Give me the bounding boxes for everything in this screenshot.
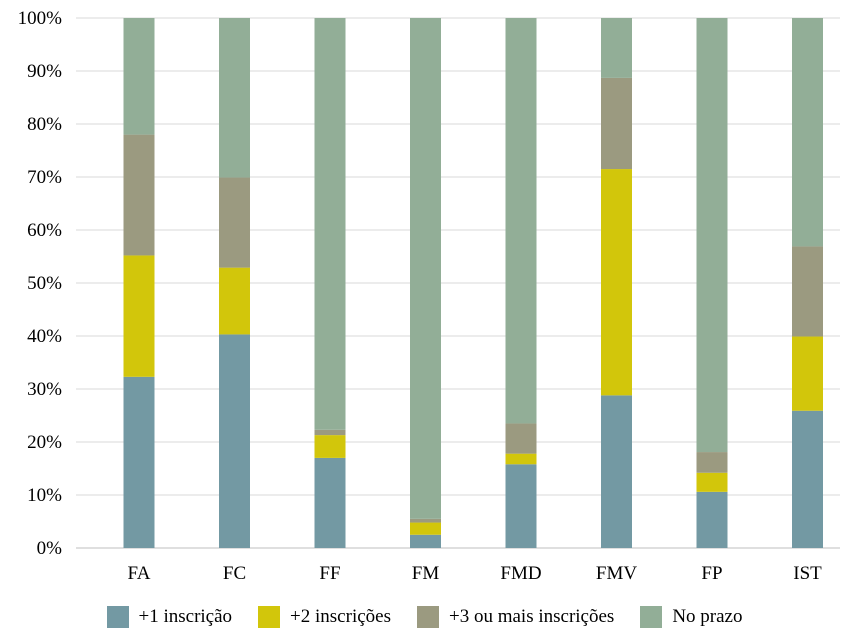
bar-segment-ist-s2 xyxy=(792,336,823,411)
bar-segment-fm-s2 xyxy=(410,522,441,535)
bar-segment-fmd-s4 xyxy=(505,18,537,424)
legend-item-2: +2 inscrições xyxy=(258,606,391,628)
y-tick-label: 0% xyxy=(37,538,63,559)
y-tick-label: 70% xyxy=(27,167,62,188)
bar-segment-ff-s1 xyxy=(314,457,346,548)
legend: +1 inscrição +2 inscrições +3 ou mais insc… xyxy=(0,604,849,630)
bar-segment-fc-s1 xyxy=(219,334,250,548)
bar-segment-fmd-s1 xyxy=(505,464,537,548)
bar-segment-fm-s3 xyxy=(410,518,441,523)
y-tick-label: 30% xyxy=(27,379,62,400)
bar-segment-fmd-s2 xyxy=(505,453,537,465)
y-tick-label: 40% xyxy=(27,326,62,347)
bar-segment-fp-s3 xyxy=(696,452,728,473)
legend-swatch xyxy=(416,606,439,628)
y-tick-label: 90% xyxy=(27,61,62,82)
bar-segment-fp-s4 xyxy=(696,18,728,453)
x-tick-label: FM xyxy=(412,563,440,584)
bar-segment-fmv-s4 xyxy=(601,18,632,78)
stacked-bar-chart: 0% 10% 20% 30% 40% 50% 60% 70% 80% 90% 100% FA FC FF… xyxy=(18,8,840,584)
x-tick-label: FP xyxy=(701,563,722,584)
bar-segment-fm-s1 xyxy=(410,534,441,548)
x-tick-label: FA xyxy=(128,563,151,584)
y-tick-label: 60% xyxy=(27,220,62,241)
bar-segment-fmv-s1 xyxy=(601,395,632,548)
y-tick-label: 50% xyxy=(27,273,62,294)
bar-segment-ist-s4 xyxy=(792,18,823,247)
bar-segment-fmd-s3 xyxy=(505,423,537,454)
legend-label: No prazo xyxy=(672,606,743,627)
x-tick-label: FMV xyxy=(596,563,637,584)
x-tick-label: FC xyxy=(223,563,246,584)
y-tick-label: 100% xyxy=(18,8,63,29)
legend-label: +1 inscrição xyxy=(138,606,233,627)
bar-segment-fc-s4 xyxy=(219,18,250,178)
legend-swatch xyxy=(258,606,281,628)
x-tick-label: IST xyxy=(793,563,822,584)
legend-label: +2 inscrições xyxy=(290,606,391,627)
legend-label: +3 ou mais inscrições xyxy=(448,606,615,627)
bar-segment-fmv-s2 xyxy=(601,169,632,396)
bar-segment-ff-s2 xyxy=(314,435,346,458)
bar-segment-fa-s2 xyxy=(123,255,155,377)
x-axis-ticks: FA FC FF FM FMD FMV FP IST xyxy=(128,563,823,584)
bar-segment-fc-s3 xyxy=(219,177,250,268)
bar-segment-fa-s3 xyxy=(123,134,155,256)
bar-segment-fp-s2 xyxy=(696,472,728,492)
y-tick-label: 80% xyxy=(27,114,62,135)
bar-segment-fa-s4 xyxy=(123,18,155,135)
bar-segment-ist-s1 xyxy=(792,410,823,548)
legend-item-1: +1 inscrição xyxy=(106,606,233,628)
y-tick-label: 20% xyxy=(27,432,62,453)
y-axis-ticks: 0% 10% 20% 30% 40% 50% 60% 70% 80% 90% 100% xyxy=(18,8,63,559)
bar-segment-fm-s4 xyxy=(410,18,441,519)
bar-segment-fmv-s3 xyxy=(601,77,632,170)
bar-segment-ist-s3 xyxy=(792,246,823,337)
x-tick-label: FMD xyxy=(500,563,541,584)
bar-segment-fp-s1 xyxy=(696,491,728,548)
bar-segment-ff-s3 xyxy=(314,429,346,436)
bar-segment-fa-s1 xyxy=(123,376,155,548)
bar-segment-fc-s2 xyxy=(219,267,250,335)
legend-item-4: No prazo xyxy=(640,606,742,628)
legend-item-3: +3 ou mais inscrições xyxy=(416,606,615,628)
legend-swatch xyxy=(640,606,663,628)
legend-swatch xyxy=(106,606,129,628)
x-tick-label: FF xyxy=(319,563,340,584)
bars xyxy=(123,18,823,548)
bar-segment-ff-s4 xyxy=(314,18,346,430)
y-tick-label: 10% xyxy=(27,485,62,506)
